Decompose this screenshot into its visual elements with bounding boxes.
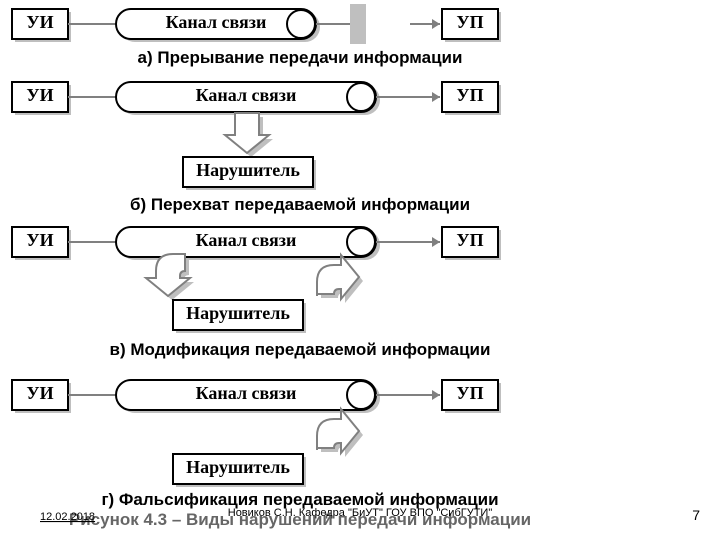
- diagram-root: УИ Канал связи УП а) Прерывание передачи…: [0, 0, 720, 540]
- svg-text:Канал связи: Канал связи: [196, 230, 297, 250]
- svg-text:УП: УП: [456, 230, 483, 250]
- svg-text:УИ: УИ: [26, 230, 53, 250]
- svg-text:УИ: УИ: [26, 383, 53, 403]
- caption-b: б) Перехват передаваемой информации: [130, 195, 470, 214]
- page-number: 7: [692, 507, 700, 523]
- footer-author: Новиков С.Н. Кафедра "БиУТ" ГОУ ВПО "Сиб…: [228, 507, 493, 519]
- svg-text:Нарушитель: Нарушитель: [196, 160, 300, 180]
- svg-text:Нарушитель: Нарушитель: [186, 303, 290, 323]
- svg-text:УП: УП: [456, 85, 483, 105]
- svg-text:Канал связи: Канал связи: [196, 383, 297, 403]
- svg-text:Нарушитель: Нарушитель: [186, 457, 290, 477]
- row-b: УИ Канал связи УП Нарушитель: [12, 82, 501, 190]
- caption-a: а) Прерывание передачи информации: [138, 48, 463, 67]
- channel-label-a: Канал связи: [166, 12, 267, 32]
- curved-up-arrow-icon-d: [317, 409, 363, 457]
- curved-up-arrow-icon: [317, 255, 363, 303]
- row-c: УИ Канал связи УП Нарушитель: [12, 227, 501, 333]
- ui-label: УИ: [26, 12, 53, 32]
- footer-date: 12.02.2018: [40, 511, 95, 523]
- svg-text:УП: УП: [456, 383, 483, 403]
- curved-down-arrow-icon: [146, 254, 194, 300]
- svg-text:Канал связи: Канал связи: [196, 85, 297, 105]
- row-a: УИ Канал связи УП: [12, 4, 501, 44]
- up-label-a: УП: [456, 12, 483, 32]
- caption-c: в) Модификация передаваемой информации: [110, 340, 491, 359]
- barrier-icon: [350, 4, 366, 44]
- svg-text:УИ: УИ: [26, 85, 53, 105]
- row-d: УИ Канал связи УП Нарушитель: [12, 380, 501, 487]
